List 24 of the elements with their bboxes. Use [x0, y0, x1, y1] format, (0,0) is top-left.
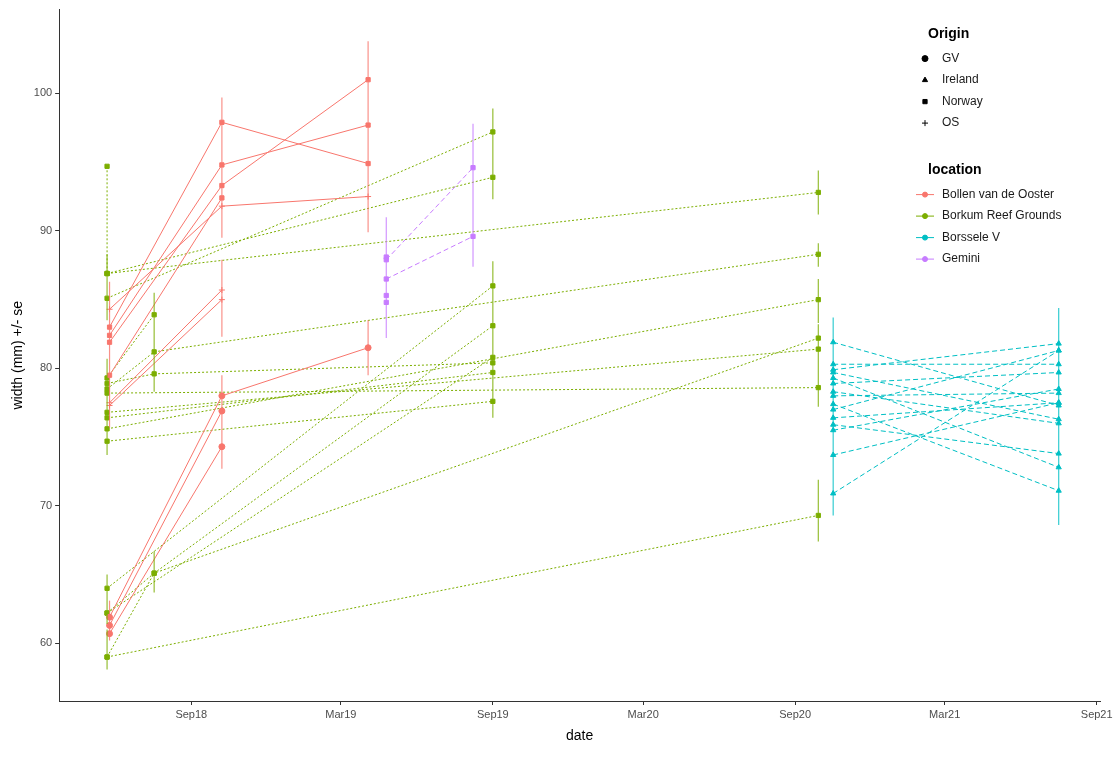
y-tick-label: 90: [39, 223, 53, 236]
x-tick-label: Mar19: [325, 707, 357, 720]
x-tick-label: Sep18: [175, 707, 208, 720]
y-tick-label: 60: [39, 636, 53, 649]
x-tick-label: Mar21: [929, 707, 961, 720]
legend-label: Borkum Reef Grounds: [942, 208, 1062, 223]
y-tick-label: 100: [33, 86, 53, 99]
x-tick-label: Sep20: [779, 707, 812, 720]
annotation: Origin: [928, 25, 970, 42]
legend-label: Ireland: [942, 72, 979, 87]
legend-title: location: [928, 161, 982, 178]
legend-label: Bollen van de Ooster: [942, 186, 1055, 201]
x-tick-label: Mar20: [627, 707, 659, 720]
y-tick-label: 80: [39, 361, 53, 374]
legend-label: Gemini: [942, 251, 981, 266]
x-axis-title: date: [565, 727, 594, 744]
x-tick-label: Sep19: [476, 707, 509, 720]
y-axis-title: width (mm) +/- se: [9, 300, 26, 411]
y-tick-label: 70: [39, 498, 53, 511]
x-tick-label: Sep21: [1080, 707, 1113, 720]
legend-label: Borssele V: [942, 229, 1001, 244]
legend-label: GV: [942, 50, 960, 65]
legend-label: Norway: [942, 93, 983, 108]
legend-label: OS: [942, 115, 960, 130]
